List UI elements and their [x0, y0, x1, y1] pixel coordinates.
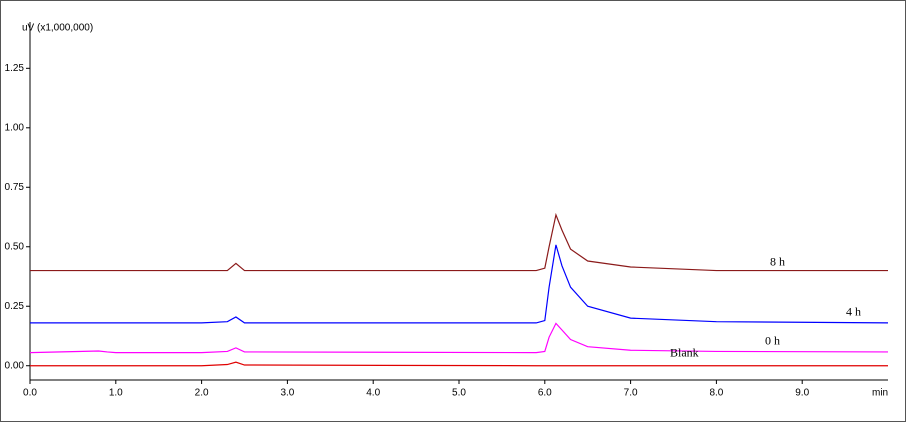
series-line [30, 361, 888, 367]
x-tick-label: 7.0 [624, 388, 638, 399]
y-tick-label: 0.25 [5, 301, 25, 312]
y-tick-label: 0.75 [5, 182, 25, 193]
series-line [30, 212, 888, 272]
x-tick-label: 0.0 [23, 388, 37, 399]
y-tick-label: 1.00 [5, 122, 25, 133]
x-tick-label: 6.0 [538, 388, 552, 399]
y-tick-label: 0.50 [5, 241, 25, 252]
x-tick-label: 3.0 [280, 388, 294, 399]
y-tick-label: 0.00 [5, 360, 25, 371]
series-label: 8 h [770, 254, 785, 268]
x-tick-label: 2.0 [195, 388, 209, 399]
x-axis-label: min [872, 388, 888, 399]
x-tick-label: 4.0 [366, 388, 380, 399]
x-tick-label: 8.0 [709, 388, 723, 399]
series-label: 0 h [765, 334, 780, 348]
x-tick-label: 5.0 [452, 388, 466, 399]
series-label: Blank [670, 345, 699, 359]
x-tick-label: 9.0 [795, 388, 809, 399]
y-tick-label: 1.25 [5, 63, 25, 74]
series-line [30, 244, 889, 324]
x-tick-label: 1.0 [109, 388, 123, 399]
series-line [29, 322, 889, 354]
series-label: 4 h [846, 305, 861, 319]
y-axis-label: uV (x1,000,000) [22, 23, 93, 34]
